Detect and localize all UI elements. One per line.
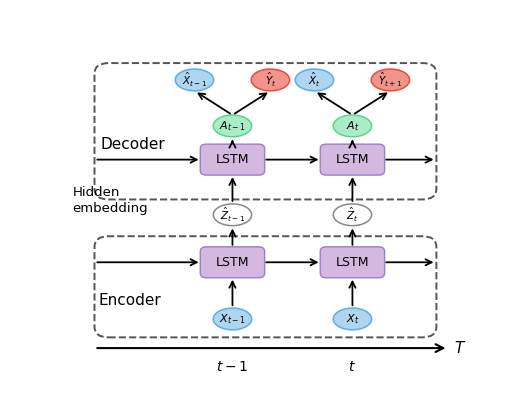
Text: $\hat{X}_{t-1}$: $\hat{X}_{t-1}$ [182, 71, 207, 89]
Ellipse shape [175, 69, 214, 91]
Text: LSTM: LSTM [216, 256, 249, 269]
Text: $A_{t-1}$: $A_{t-1}$ [219, 119, 246, 133]
Ellipse shape [333, 115, 372, 137]
Ellipse shape [371, 69, 410, 91]
Ellipse shape [295, 69, 334, 91]
Ellipse shape [251, 69, 289, 91]
Text: $\hat{Z}_t$: $\hat{Z}_t$ [346, 206, 359, 224]
Ellipse shape [213, 115, 252, 137]
FancyBboxPatch shape [320, 144, 384, 175]
Text: $\hat{Z}_{t-1}$: $\hat{Z}_{t-1}$ [220, 206, 245, 224]
Text: Hidden
embedding: Hidden embedding [72, 187, 148, 215]
FancyBboxPatch shape [200, 247, 265, 278]
Text: LSTM: LSTM [336, 153, 369, 166]
Text: $t$: $t$ [348, 360, 357, 375]
FancyBboxPatch shape [320, 247, 384, 278]
Text: $\hat{Y}_{t+1}$: $\hat{Y}_{t+1}$ [378, 71, 402, 89]
Text: LSTM: LSTM [336, 256, 369, 269]
Text: Decoder: Decoder [101, 137, 165, 152]
FancyBboxPatch shape [94, 63, 437, 199]
Ellipse shape [333, 204, 372, 226]
Text: $X_t$: $X_t$ [346, 312, 359, 326]
Ellipse shape [213, 204, 252, 226]
Text: $X_{t-1}$: $X_{t-1}$ [219, 312, 246, 326]
Text: $t-1$: $t-1$ [216, 360, 249, 375]
Text: Encoder: Encoder [99, 293, 161, 308]
Text: $T$: $T$ [455, 340, 466, 356]
Text: $\hat{Y}_t$: $\hat{Y}_t$ [265, 71, 276, 89]
Ellipse shape [213, 308, 252, 330]
FancyBboxPatch shape [200, 144, 265, 175]
Text: $\hat{X}_t$: $\hat{X}_t$ [308, 71, 321, 89]
Ellipse shape [333, 308, 372, 330]
FancyBboxPatch shape [94, 236, 437, 338]
Text: LSTM: LSTM [216, 153, 249, 166]
Text: $A_t$: $A_t$ [346, 119, 359, 133]
